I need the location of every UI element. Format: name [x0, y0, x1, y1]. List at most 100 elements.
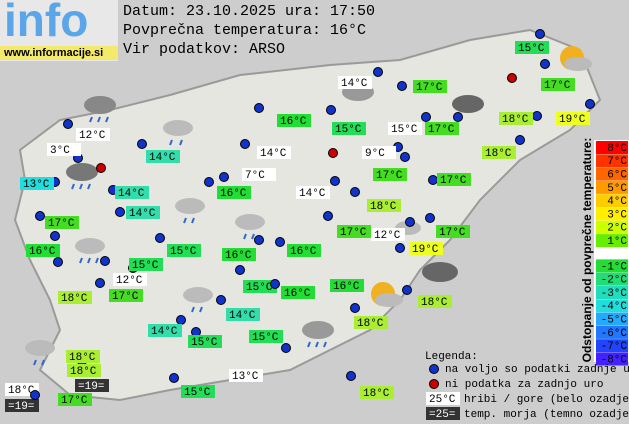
- station-temp: 7°C: [245, 170, 265, 182]
- scale-step: [596, 312, 628, 326]
- station-box: [436, 225, 470, 238]
- station-dot: [428, 175, 438, 185]
- station-dot: [585, 99, 595, 109]
- scale-label: -8°C: [601, 354, 628, 366]
- station-box: [242, 168, 276, 181]
- station-dot: [95, 278, 105, 288]
- scale-step: [596, 167, 628, 181]
- scale: 8°C7°C 6°C5°C4°C3°C 2°C1°C -1°C -2°C-3°C-4°C…: [596, 141, 628, 366]
- station-dot: [63, 119, 73, 129]
- station-box: [148, 324, 182, 337]
- station-box: [109, 289, 143, 302]
- station-box: [188, 335, 222, 348]
- station-temp: 14°C: [341, 78, 368, 90]
- scale-label: -6°C: [601, 328, 628, 340]
- station-box: [67, 364, 101, 377]
- station-temp: =19=: [8, 401, 34, 413]
- legend-missing: ni podatka za zadnjo uro: [445, 379, 603, 391]
- station-dot: [115, 207, 125, 217]
- station-dot: [53, 257, 63, 267]
- scale-step: [596, 339, 628, 353]
- station-temp: 17°C: [440, 175, 467, 187]
- station-temp: 18°C: [363, 388, 390, 400]
- station-dot: [326, 105, 336, 115]
- station-dot: [235, 265, 245, 275]
- station-temp: 15°C: [246, 282, 273, 294]
- station-temp: 17°C: [340, 227, 367, 239]
- station-temp: 15°C: [252, 332, 279, 344]
- scale-label: -2°C: [601, 275, 628, 287]
- station-box: [45, 216, 79, 229]
- station-dot: [275, 237, 285, 247]
- station-box: [249, 330, 283, 343]
- station-box: [257, 146, 291, 159]
- station-box: [58, 291, 92, 304]
- station-dot: [254, 103, 264, 113]
- scale-label: -7°C: [601, 341, 628, 353]
- legend-sea: temp. morja (temno ozadje): [464, 409, 629, 421]
- scale-step: [596, 272, 628, 286]
- scale-step: [596, 259, 628, 273]
- station-dot: [453, 112, 463, 122]
- scale-step: [596, 154, 628, 168]
- scale-step: [596, 286, 628, 299]
- station-box: [330, 279, 364, 292]
- station-box: [373, 168, 407, 181]
- station-box: [229, 369, 263, 382]
- station-temp: 17°C: [61, 395, 88, 407]
- station-box: [58, 393, 92, 406]
- station-temp: 17°C: [416, 82, 443, 94]
- station-dot: [100, 256, 110, 266]
- station-box: [437, 173, 471, 186]
- station-temp: 18°C: [357, 318, 384, 330]
- station-temp: =19=: [78, 381, 104, 393]
- site-bar: [0, 46, 118, 60]
- station-box: [388, 122, 422, 135]
- station-temp: 17°C: [376, 170, 403, 182]
- station-temp: 18°C: [485, 148, 512, 160]
- station-box: [243, 280, 277, 293]
- station-box: [126, 206, 160, 219]
- station-temp: 17°C: [439, 227, 466, 239]
- station-box: [217, 186, 251, 199]
- scale-step: [596, 207, 628, 221]
- station-temp: 17°C: [544, 80, 571, 92]
- station-temp: 14°C: [118, 188, 145, 200]
- station-dot: [204, 177, 214, 187]
- scale-label: -1°C: [601, 261, 628, 273]
- station-box: [296, 186, 330, 199]
- station-box: [287, 244, 321, 257]
- scale-step: [596, 299, 628, 313]
- station-box: [418, 295, 452, 308]
- scale-label: 2°C: [607, 223, 627, 235]
- scale-step: [596, 220, 628, 234]
- station-box: [167, 244, 201, 257]
- station-box: [5, 383, 39, 396]
- station-box: [354, 316, 388, 329]
- station-dot: [540, 59, 550, 69]
- station-box: [338, 76, 372, 89]
- scale-label: 4°C: [607, 196, 627, 208]
- station-temp: 16°C: [220, 188, 247, 200]
- station-temp: 16°C: [225, 250, 252, 262]
- station-temp: 14°C: [151, 326, 178, 338]
- station-box: [281, 286, 315, 299]
- station-temp: 12°C: [374, 230, 401, 242]
- station-temp: 15°C: [335, 124, 362, 136]
- station-box: [76, 128, 110, 141]
- station-box: [425, 122, 459, 135]
- station-dot: [35, 211, 45, 221]
- station-box: [413, 80, 447, 93]
- station-temp: 14°C: [129, 208, 156, 220]
- station-box: [222, 248, 256, 261]
- station-dot: [240, 139, 250, 149]
- station-box: [113, 273, 147, 286]
- station-box: [499, 112, 533, 125]
- station-temp: 17°C: [48, 218, 75, 230]
- station-temp: 14°C: [299, 188, 326, 200]
- scale-step: [596, 352, 628, 366]
- station-temp: 14°C: [260, 148, 287, 160]
- station-box: [360, 386, 394, 399]
- station-temp: 15°C: [184, 387, 211, 399]
- station-temp: 9°C: [365, 148, 385, 160]
